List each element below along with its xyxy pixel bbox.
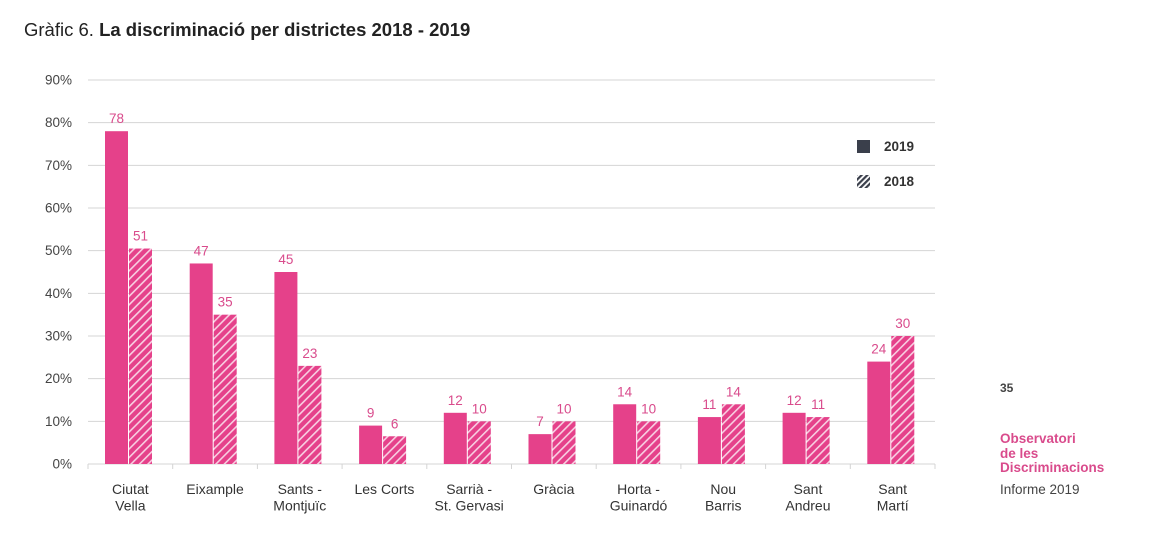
bar-2019 [359, 425, 383, 464]
value-label-2019: 12 [787, 393, 802, 408]
bar-2018 [806, 417, 830, 464]
bar-2018 [383, 436, 407, 464]
chart-title-prefix: Gràfic 6. [24, 19, 94, 40]
y-tick-label: 80% [45, 115, 72, 130]
bar-2018 [467, 421, 491, 464]
x-category-label: Sarrià -St. Gervasi [435, 481, 504, 514]
legend-swatch-2018 [857, 175, 870, 188]
x-category-label: Ciutat Vella [112, 481, 149, 514]
y-tick-label: 90% [45, 73, 72, 88]
value-label-2018: 11 [811, 397, 825, 412]
bar-2018 [552, 421, 576, 464]
x-category-label: Sants -Montjuïc [273, 481, 326, 514]
bar-2019 [697, 417, 721, 464]
x-category-label: Nou Barris [705, 481, 742, 514]
y-tick-label: 40% [45, 286, 72, 301]
bar-2018 [129, 248, 152, 464]
y-tick-label: 0% [52, 457, 72, 472]
value-label-2018: 51 [133, 229, 148, 244]
value-label-2019: 11 [702, 397, 716, 412]
y-tick-label: 60% [45, 201, 72, 216]
value-label-2019: 7 [536, 414, 544, 429]
x-category-label: Sant Andreu [785, 481, 830, 514]
y-tick-label: 50% [45, 243, 72, 258]
x-category-label: Sant Martí [877, 481, 909, 514]
value-label-2018: 14 [726, 384, 742, 399]
value-label-2018: 35 [218, 295, 233, 310]
brand-line: Observatori [1000, 431, 1076, 446]
chart-title: Gràfic 6. La discriminació per districte… [24, 19, 470, 41]
report-label: Informe 2019 [1000, 482, 1080, 497]
value-label-2019: 12 [448, 393, 463, 408]
bar-2019 [443, 412, 467, 464]
bar-2019 [867, 361, 891, 464]
bar-2018 [298, 365, 322, 464]
brand-line: Discriminacions [1000, 460, 1105, 475]
legend-label-2018: 2018 [884, 174, 915, 189]
value-label-2019: 14 [617, 384, 633, 399]
bar-2018 [891, 336, 915, 464]
bar-2019 [189, 263, 213, 464]
x-category-label: Les Corts [354, 481, 414, 497]
y-tick-label: 70% [45, 158, 72, 173]
y-tick-label: 10% [45, 414, 72, 429]
y-tick-label: 20% [45, 371, 72, 386]
x-category-label: Horta -Guinardó [610, 481, 668, 514]
bar-2019 [274, 272, 298, 464]
chart-title-main: La discriminació per districtes 2018 - 2… [99, 19, 471, 40]
bar-2018 [213, 314, 237, 464]
value-label-2018: 23 [302, 346, 317, 361]
value-label-2018: 10 [641, 401, 656, 416]
bar-2019 [105, 131, 128, 464]
y-tick-label: 30% [45, 329, 72, 344]
value-label-2019: 24 [871, 342, 887, 357]
x-category-label: Eixample [186, 481, 244, 497]
bar-2019 [782, 412, 806, 464]
bar-2019 [613, 404, 637, 464]
legend-swatch-2019 [857, 140, 870, 153]
brand-line: de les [1000, 445, 1039, 461]
bar-2019 [528, 434, 552, 464]
page-number: 35 [1000, 381, 1014, 395]
value-label-2018: 30 [895, 316, 910, 331]
bar-2018 [637, 421, 661, 464]
bar-2018 [721, 404, 745, 464]
value-label-2019: 47 [194, 243, 209, 258]
value-label-2019: 45 [278, 252, 293, 267]
value-label-2019: 9 [367, 406, 375, 421]
brand-name: Observatori de les Discriminacions [1000, 431, 1105, 476]
legend-label-2019: 2019 [884, 139, 914, 154]
value-label-2019: 78 [109, 111, 124, 126]
value-label-2018: 10 [472, 401, 487, 416]
value-label-2018: 6 [391, 416, 399, 431]
x-category-label: Gràcia [533, 481, 574, 497]
value-label-2018: 10 [556, 401, 571, 416]
